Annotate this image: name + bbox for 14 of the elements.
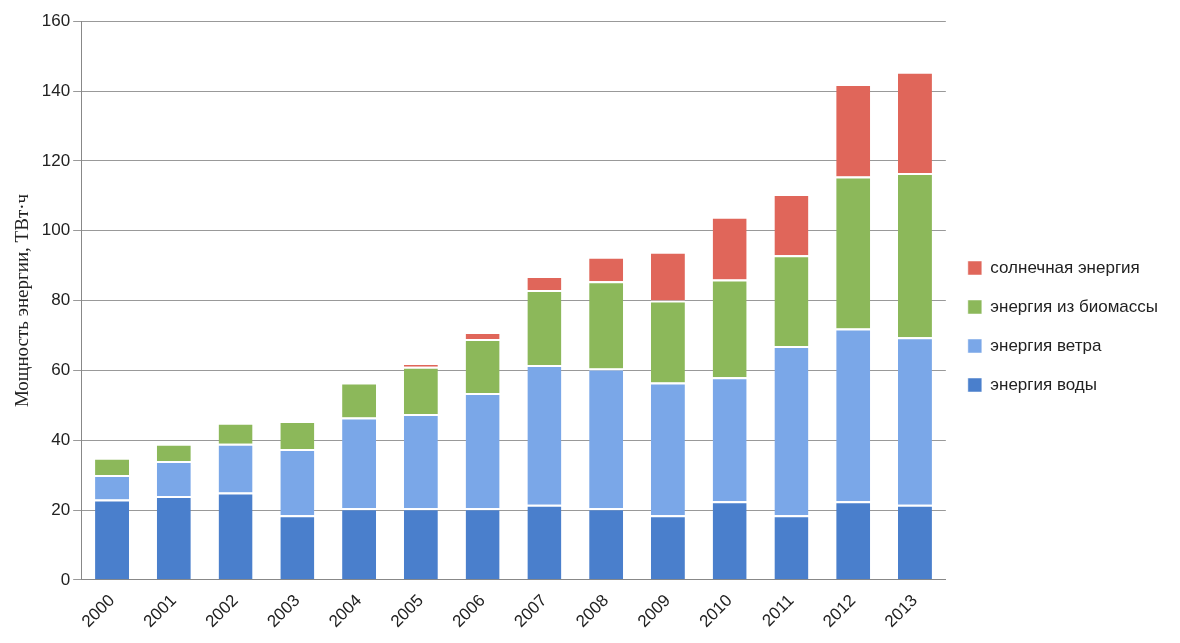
y-tick-label: 100 — [41, 220, 71, 240]
legend-label: энергия ветра — [990, 335, 1102, 355]
legend-label: энергия из биомассы — [990, 296, 1159, 316]
y-tick-label: 0 — [60, 569, 71, 589]
legend-label: солнечная энергия — [990, 257, 1140, 277]
y-axis-title: Мощность энергии, ТВт·ч — [11, 193, 33, 408]
legend-label: энергия воды — [990, 374, 1098, 394]
y-tick-label: 140 — [41, 80, 71, 100]
y-tick-label: 120 — [41, 150, 71, 170]
y-tick-label: 40 — [51, 429, 71, 449]
y-tick-label: 80 — [51, 290, 71, 310]
y-tick-label: 20 — [51, 499, 71, 519]
y-tick-label: 60 — [51, 360, 71, 380]
y-tick-label: 160 — [41, 10, 71, 30]
